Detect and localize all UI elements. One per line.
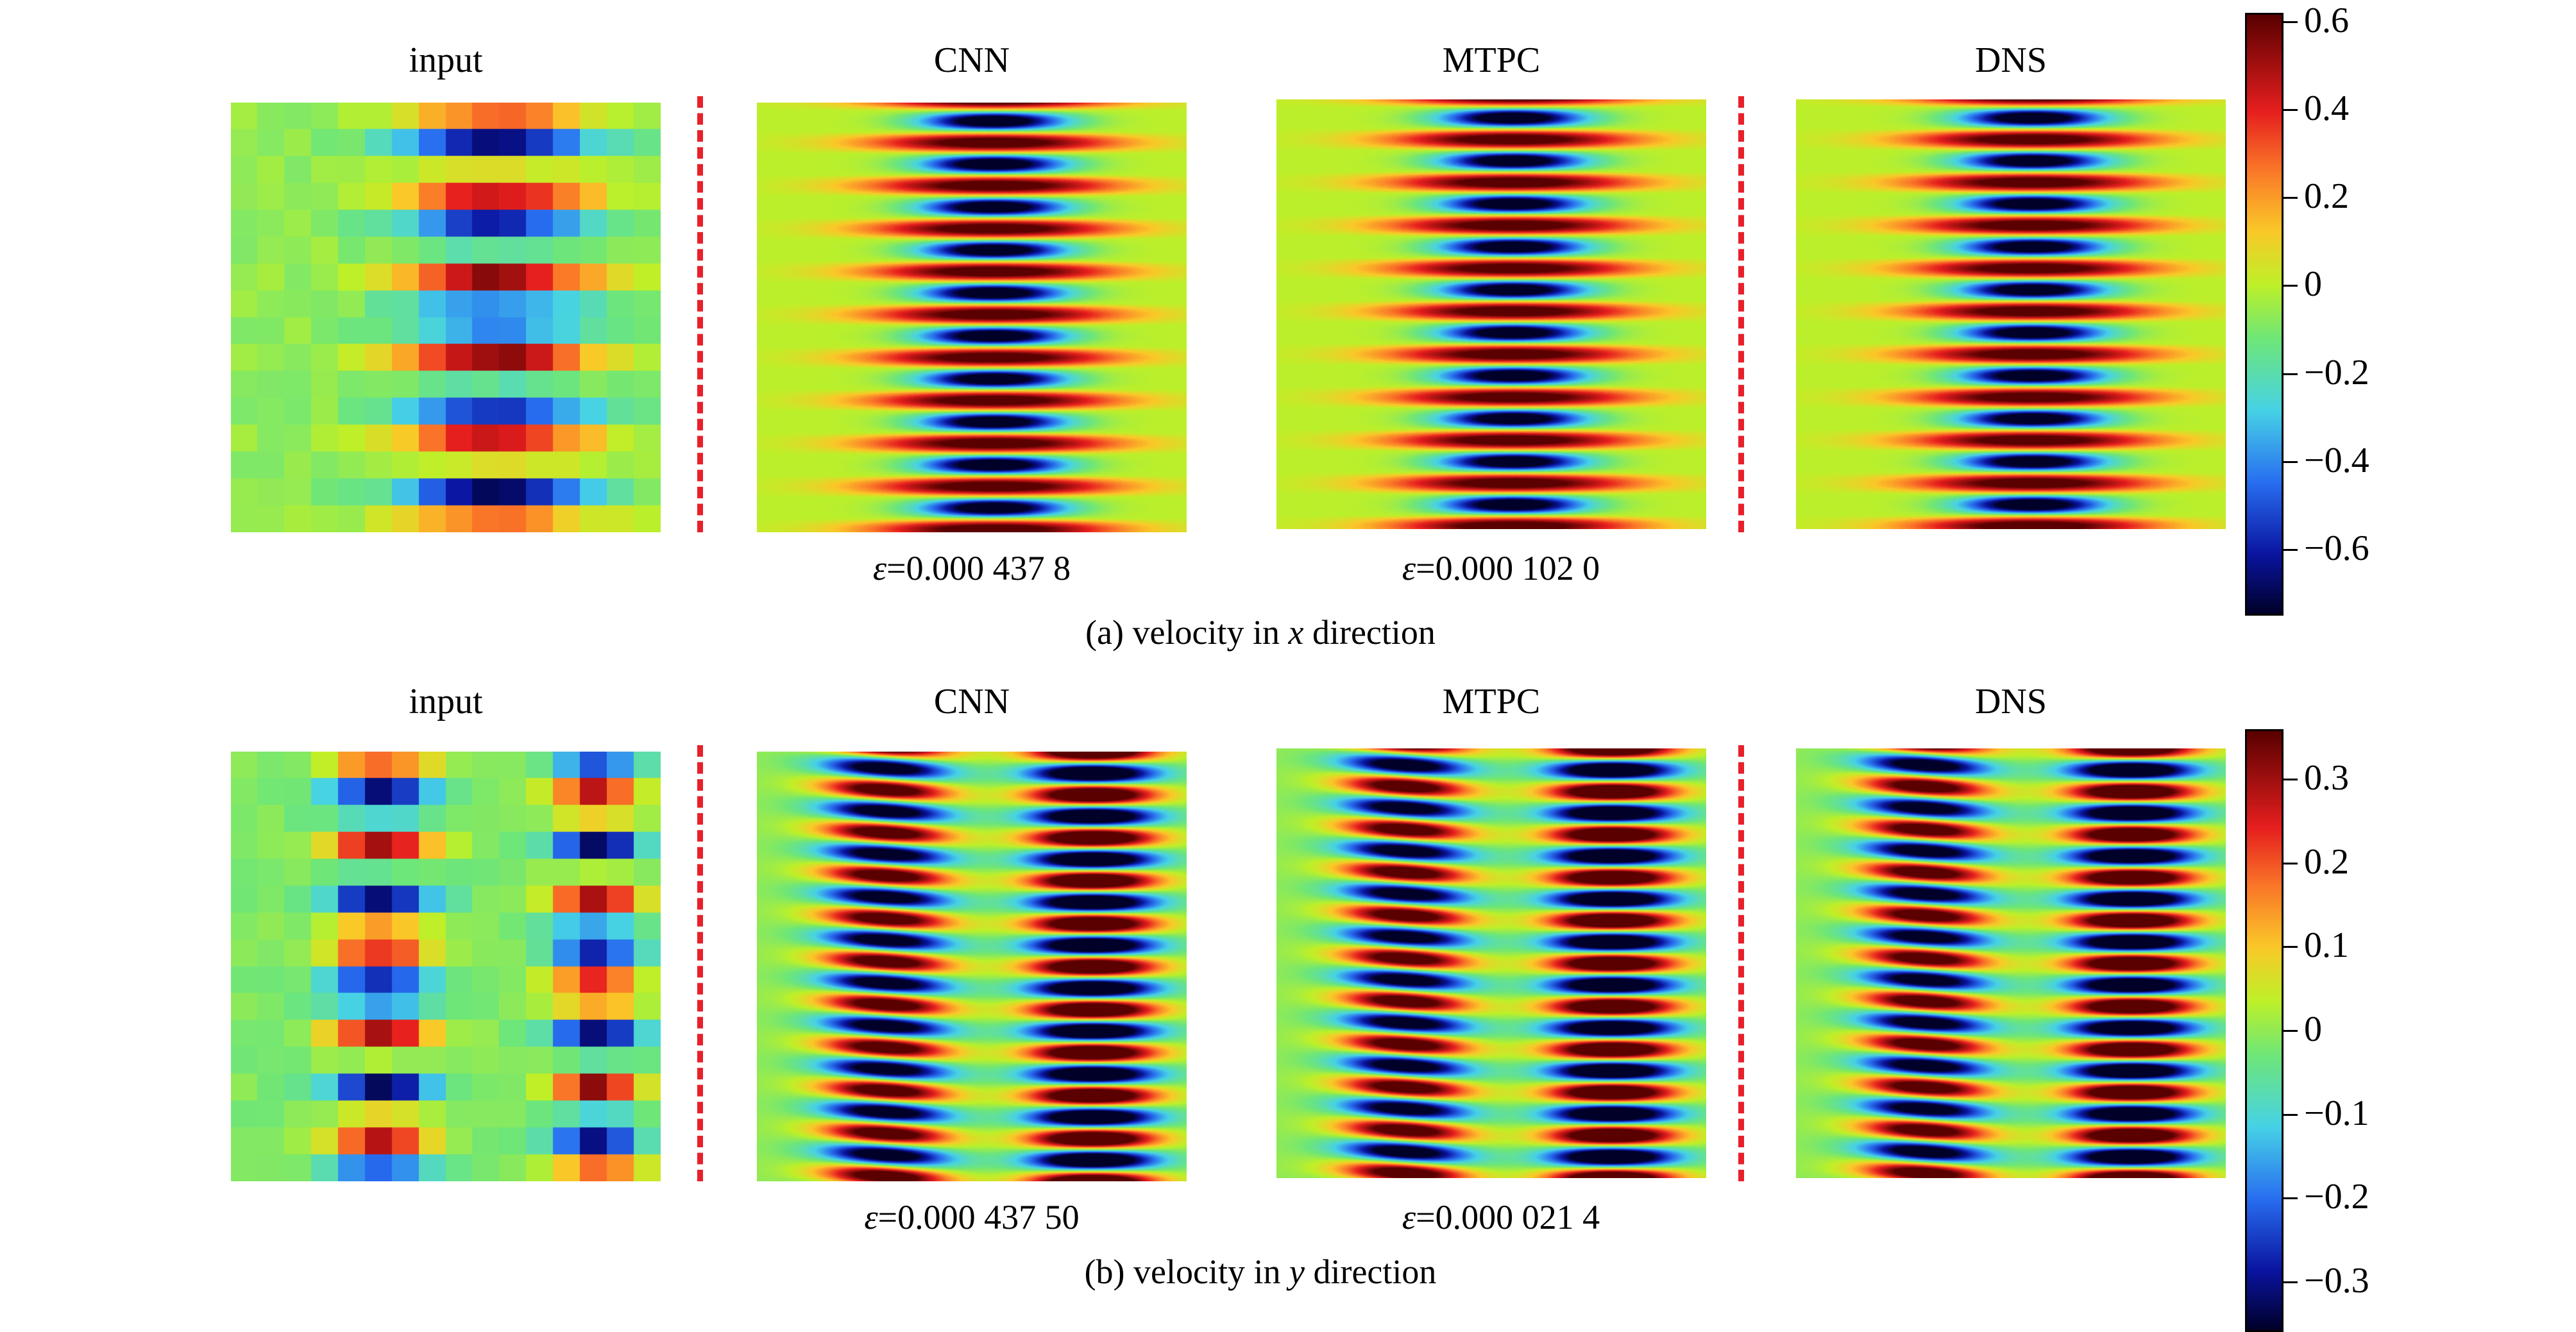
caption: (b) velocity in y direction	[811, 1252, 1709, 1292]
caption-prefix: (a) velocity in	[1085, 613, 1289, 652]
divider	[697, 745, 703, 1181]
colorbar-tick-label: 0.2	[2304, 176, 2349, 217]
colorbar-tick-label: −0.4	[2304, 440, 2369, 480]
colorbar-tick-label: 0.6	[2304, 0, 2349, 40]
colorbar-tick	[2284, 549, 2298, 552]
colorbar-gradient	[2245, 13, 2284, 616]
cnn-heatmap	[757, 752, 1187, 1181]
panel-title: CNN	[933, 40, 1010, 80]
panel-title: CNN	[933, 682, 1010, 721]
caption-suffix: direction	[1304, 1252, 1437, 1291]
panel-title: input	[409, 40, 483, 80]
colorbar-tick	[2284, 1281, 2298, 1283]
panel-title: input	[409, 682, 483, 721]
error-symbol: ε	[1402, 1198, 1416, 1236]
row-velocity-x: input CNN ε=0.000 437 8 MTPC ε=0.000 102…	[0, 0, 2576, 652]
colorbar-tick-label: 0	[2304, 1009, 2322, 1049]
error-symbol: ε	[864, 1198, 878, 1236]
error-value: =0.000 021 4	[1416, 1198, 1600, 1236]
error-value: =0.000 437 8	[886, 549, 1071, 587]
error-value: =0.000 102 0	[1416, 549, 1600, 587]
colorbar-tick	[2284, 862, 2298, 864]
panel-title: DNS	[1974, 682, 2047, 721]
panel-title: DNS	[1974, 40, 2047, 80]
row-velocity-y: input CNN ε=0.000 437 50 MTPC ε=0.000 02…	[0, 649, 2576, 1332]
panel-title: MTPC	[1442, 40, 1541, 80]
colorbar-tick	[2284, 460, 2298, 463]
error-label: ε=0.000 021 4	[1257, 1197, 1745, 1237]
colorbar-gradient	[2245, 729, 2284, 1332]
colorbar-tick	[2284, 1030, 2298, 1032]
mtpc-heatmap	[1276, 748, 1706, 1178]
colorbar-tick	[2284, 946, 2298, 948]
divider	[1738, 745, 1744, 1181]
divider	[1738, 96, 1744, 532]
colorbar-tick	[2284, 1197, 2298, 1200]
colorbar-tick	[2284, 779, 2298, 781]
error-symbol: ε	[1402, 549, 1416, 587]
colorbar-tick-label: −0.2	[2304, 1177, 2369, 1217]
divider	[697, 96, 703, 532]
colorbar-tick-label: 0	[2304, 264, 2322, 305]
colorbar-tick	[2284, 21, 2298, 23]
error-symbol: ε	[872, 549, 887, 587]
error-label: ε=0.000 437 50	[728, 1197, 1216, 1237]
colorbar: 0.6 0.4 0.2 0 −0.2 −0.4 −0.6	[2245, 1, 2437, 616]
error-label: ε=0.000 102 0	[1257, 548, 1745, 588]
dns-heatmap	[1796, 748, 2226, 1178]
colorbar: 0.3 0.2 0.1 0 −0.1 −0.2 −0.3	[2245, 729, 2437, 1332]
colorbar-tick-label: −0.3	[2304, 1260, 2369, 1301]
input-heatmap	[231, 103, 661, 532]
mtpc-heatmap	[1276, 99, 1706, 529]
colorbar-tick	[2284, 373, 2298, 375]
colorbar-tick-label: 0.4	[2304, 88, 2349, 128]
cnn-heatmap	[757, 103, 1187, 532]
input-heatmap	[231, 752, 661, 1181]
dns-heatmap	[1796, 99, 2226, 529]
colorbar-tick	[2284, 108, 2298, 111]
error-value: =0.000 437 50	[877, 1198, 1080, 1236]
caption-suffix: direction	[1303, 613, 1436, 652]
panel-title: MTPC	[1442, 682, 1541, 721]
colorbar-tick-label: 0.1	[2304, 925, 2349, 966]
caption-variable: y	[1289, 1252, 1305, 1291]
colorbar-tick	[2284, 197, 2298, 199]
colorbar-tick-label: −0.2	[2304, 352, 2369, 392]
colorbar-tick	[2284, 285, 2298, 287]
colorbar-tick-label: 0.2	[2304, 841, 2349, 882]
colorbar-tick-label: 0.3	[2304, 758, 2349, 798]
error-label: ε=0.000 437 8	[728, 548, 1216, 588]
caption: (a) velocity in x direction	[811, 612, 1709, 652]
colorbar-tick	[2284, 1113, 2298, 1116]
colorbar-tick-label: −0.6	[2304, 528, 2369, 569]
colorbar-tick-label: −0.1	[2304, 1093, 2369, 1133]
caption-prefix: (b) velocity in	[1084, 1252, 1289, 1291]
caption-variable: x	[1288, 613, 1304, 652]
